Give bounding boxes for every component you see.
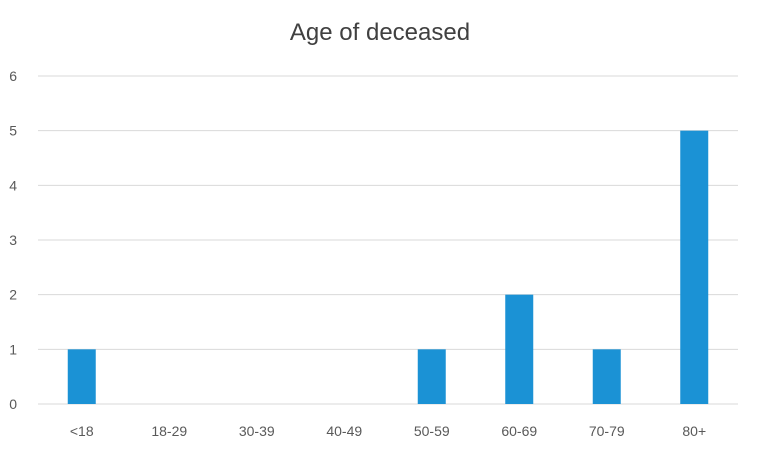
x-tick-label-5: 60-69 [501, 423, 537, 439]
bar-0 [67, 349, 96, 404]
bar-7 [680, 130, 709, 404]
y-tick-label-2: 2 [9, 287, 17, 303]
y-tick-label-1: 1 [9, 341, 17, 357]
gridlines [38, 75, 738, 405]
bar-4 [417, 349, 446, 404]
y-tick-label-3: 3 [9, 232, 17, 248]
x-axis-tick-labels: <18 18-29 30-39 40-49 50-59 60-69 70-79 80+ [70, 423, 706, 439]
x-tick-label-4: 50-59 [414, 423, 450, 439]
chart-title: Age of deceased [290, 19, 470, 46]
bar-6 [592, 349, 621, 404]
x-tick-label-1: 18-29 [151, 423, 187, 439]
bars [67, 130, 709, 404]
x-tick-label-6: 70-79 [589, 423, 625, 439]
x-tick-label-7: 80+ [682, 423, 706, 439]
bar-5 [505, 294, 534, 404]
y-axis-tick-labels: 0 1 2 3 4 5 6 [9, 68, 17, 412]
y-tick-label-0: 0 [9, 396, 17, 412]
x-tick-label-2: 30-39 [239, 423, 275, 439]
y-tick-label-6: 6 [9, 68, 17, 84]
y-tick-label-4: 4 [9, 177, 17, 193]
y-tick-label-5: 5 [9, 123, 17, 139]
x-tick-label-0: <18 [70, 423, 94, 439]
x-tick-label-3: 40-49 [326, 423, 362, 439]
